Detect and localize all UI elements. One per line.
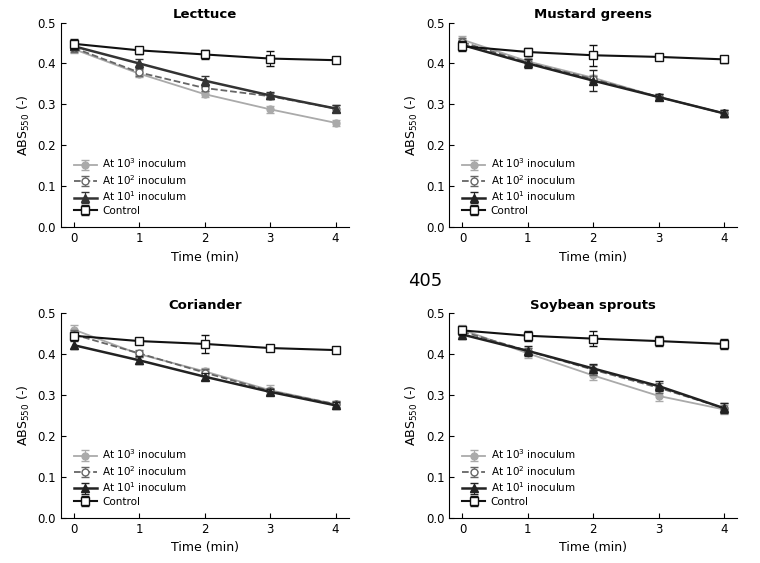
Y-axis label: ABS$_{550}$ (-): ABS$_{550}$ (-) (16, 94, 32, 155)
Title: Soybean sprouts: Soybean sprouts (530, 299, 656, 312)
Y-axis label: ABS$_{550}$ (-): ABS$_{550}$ (-) (16, 385, 32, 446)
Title: Lecttuce: Lecttuce (173, 8, 237, 21)
X-axis label: Time (min): Time (min) (171, 542, 239, 555)
X-axis label: Time (min): Time (min) (559, 251, 627, 263)
Legend: At 10$^3$ inoculum, At 10$^2$ inoculum, At 10$^1$ inoculum, Control: At 10$^3$ inoculum, At 10$^2$ inoculum, … (461, 155, 578, 218)
Text: 405: 405 (408, 272, 443, 291)
Title: Mustard greens: Mustard greens (534, 8, 652, 21)
Legend: At 10$^3$ inoculum, At 10$^2$ inoculum, At 10$^1$ inoculum, Control: At 10$^3$ inoculum, At 10$^2$ inoculum, … (71, 155, 188, 218)
Y-axis label: ABS$_{550}$ (-): ABS$_{550}$ (-) (404, 385, 420, 446)
Legend: At 10$^3$ inoculum, At 10$^2$ inoculum, At 10$^1$ inoculum, Control: At 10$^3$ inoculum, At 10$^2$ inoculum, … (461, 445, 578, 508)
X-axis label: Time (min): Time (min) (559, 542, 627, 555)
Y-axis label: ABS$_{550}$ (-): ABS$_{550}$ (-) (404, 94, 420, 155)
X-axis label: Time (min): Time (min) (171, 251, 239, 263)
Legend: At 10$^3$ inoculum, At 10$^2$ inoculum, At 10$^1$ inoculum, Control: At 10$^3$ inoculum, At 10$^2$ inoculum, … (71, 445, 188, 508)
Title: Coriander: Coriander (168, 299, 242, 312)
